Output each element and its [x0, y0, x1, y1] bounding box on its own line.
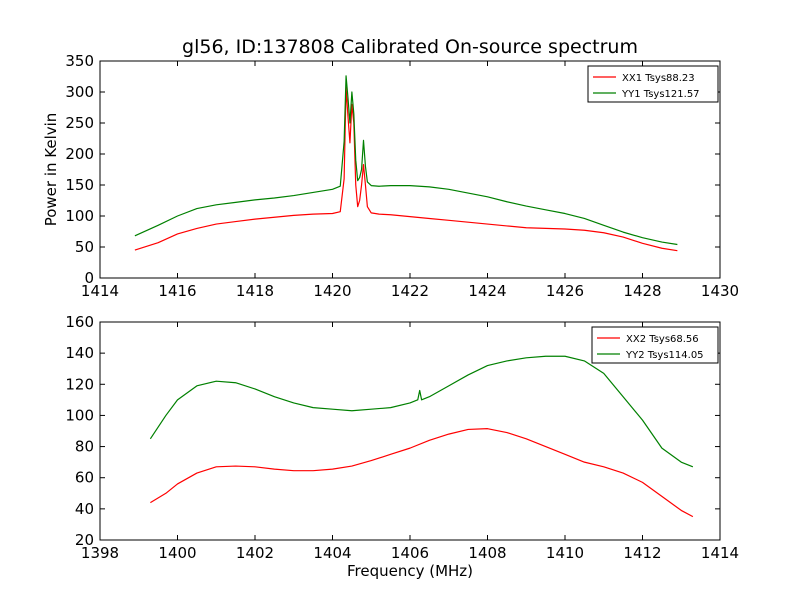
x-tick-label: 1402: [236, 544, 274, 562]
y-tick-label: 350: [65, 52, 94, 70]
y-tick-label: 50: [75, 238, 94, 256]
x-tick-label: 1412: [623, 544, 661, 562]
y-tick-label: 40: [75, 500, 94, 518]
chart-top: 1414 1416 1418 1420 1422 1424 1426 1428 1430 0 50 1…: [42, 52, 739, 300]
legend-box: [587, 65, 719, 103]
series-line-1: [134, 87, 678, 252]
x-tick-label: 1398: [81, 544, 119, 562]
legend-label: XX1 Tsys88.23: [622, 73, 695, 84]
legend: XX1 Tsys88.23 YY1 Tsys121.57: [587, 65, 719, 103]
figure-title: gl56, ID:137808 Calibrated On-source spe…: [182, 36, 638, 58]
x-tick-label: 1414: [81, 282, 119, 300]
y-tick-label: 200: [65, 145, 94, 163]
y-tick-label: 150: [65, 176, 94, 194]
legend-label: YY2 Tsys114.05: [625, 350, 704, 361]
series-line-1: [150, 428, 694, 518]
y-tick-label: 0: [84, 269, 94, 287]
x-tick-label: 1404: [313, 544, 351, 562]
x-tick-label: 1426: [546, 282, 584, 300]
x-tick-label: 1420: [313, 282, 351, 300]
legend: XX2 Tsys68.56 YY2 Tsys114.05: [591, 326, 719, 364]
legend-box: [591, 326, 719, 364]
x-axis-label: Frequency (MHz): [347, 562, 473, 580]
y-tick-label: 60: [75, 469, 94, 487]
x-tick-label: 1414: [701, 544, 739, 562]
y-tick-label: 140: [65, 344, 94, 362]
x-tick-label: 1418: [236, 282, 274, 300]
x-tick-label: 1400: [158, 544, 196, 562]
y-tick-label: 250: [65, 114, 94, 132]
legend-label: XX2 Tsys68.56: [626, 334, 699, 345]
series-line-2: [149, 355, 694, 468]
y-axis-label: Power in Kelvin: [42, 113, 60, 227]
y-tick-label: 20: [75, 531, 94, 549]
legend-label: YY1 Tsys121.57: [621, 89, 700, 100]
y-tick-label: 160: [65, 313, 94, 331]
y-tick-label: 100: [65, 207, 94, 225]
x-tick-label: 1410: [546, 544, 584, 562]
series-line-2: [134, 75, 678, 246]
y-tick-label: 120: [65, 375, 94, 393]
x-tick-label: 1406: [391, 544, 429, 562]
x-tick-label: 1424: [468, 282, 506, 300]
x-tick-label: 1430: [701, 282, 739, 300]
x-tick-label: 1416: [158, 282, 196, 300]
y-tick-label: 100: [65, 406, 94, 424]
x-tick-label: 1422: [391, 282, 429, 300]
chart-bottom: 1398 1400 1402 1404 1406 1408 1410 1412 1414 20 40…: [65, 313, 739, 580]
x-tick-label: 1428: [623, 282, 661, 300]
x-tick-label: 1408: [468, 544, 506, 562]
y-tick-label: 80: [75, 438, 94, 456]
y-tick-label: 300: [65, 83, 94, 101]
